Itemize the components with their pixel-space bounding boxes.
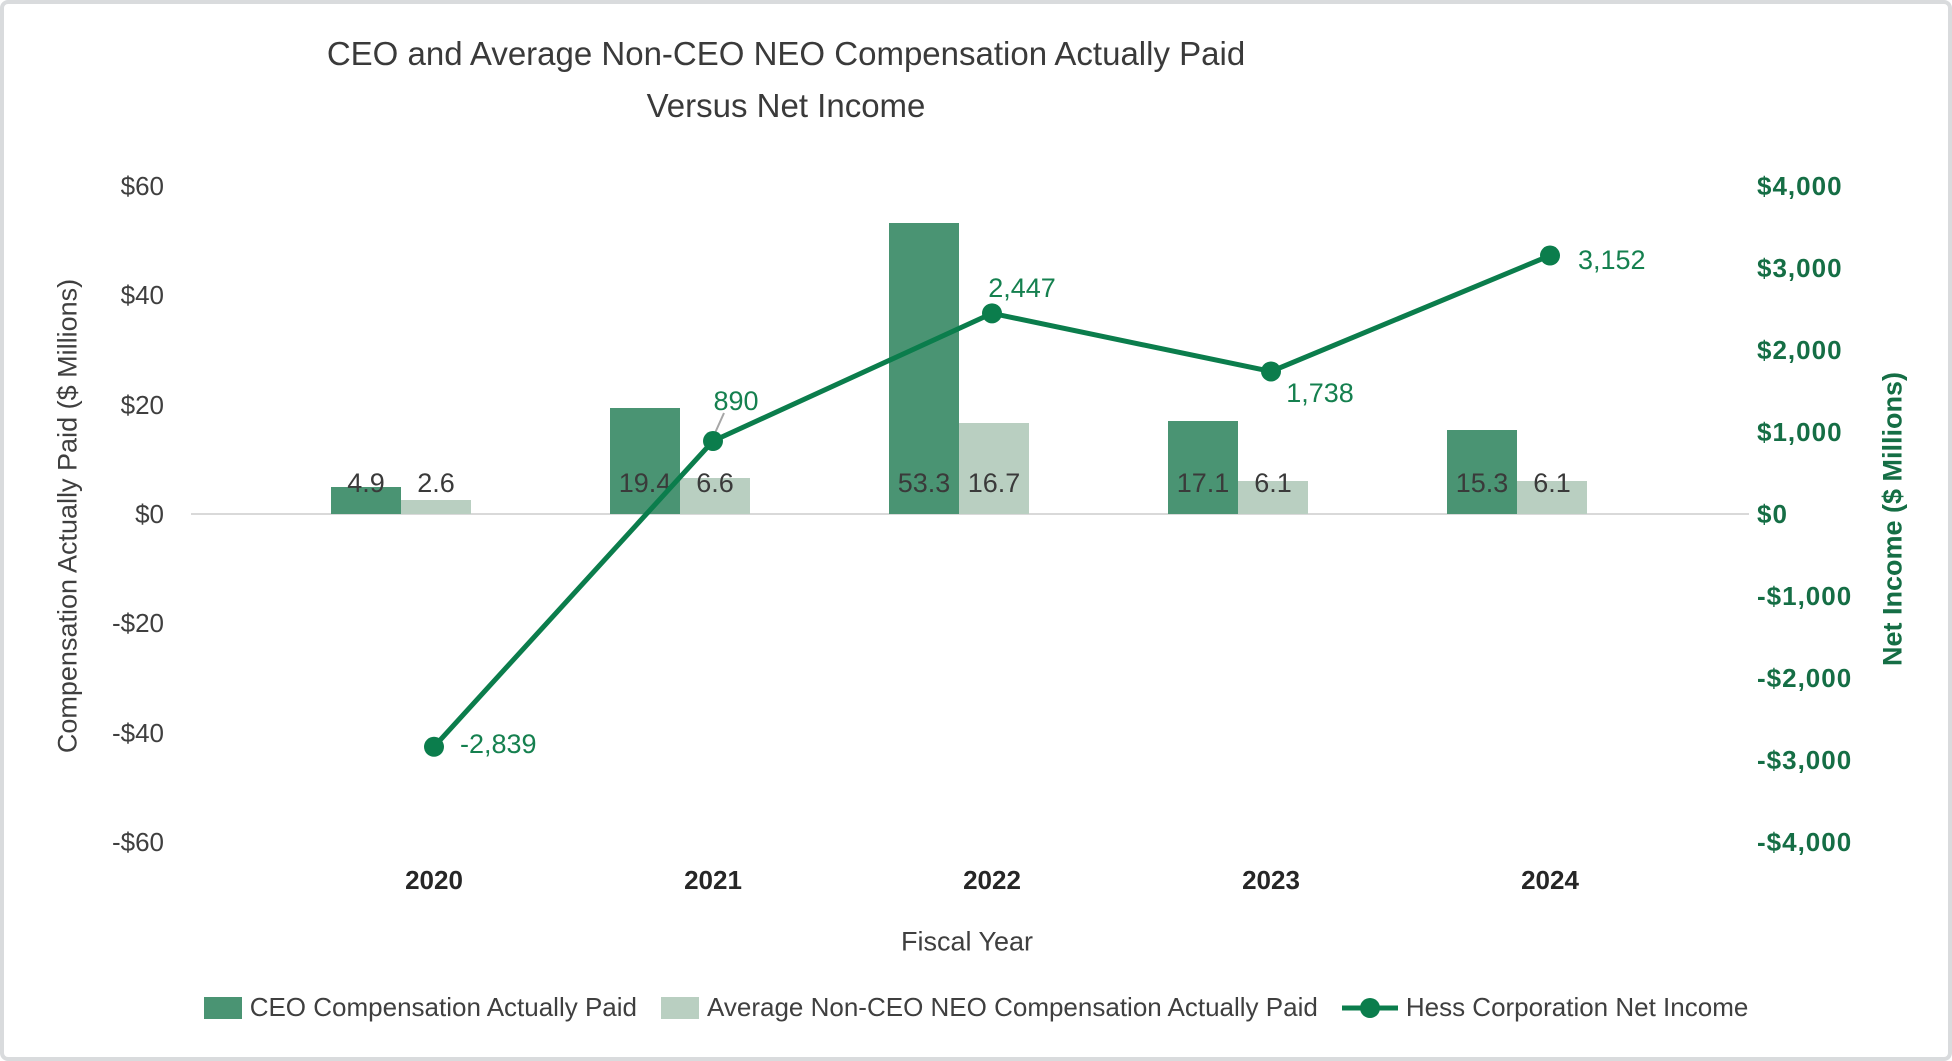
net-income-line-layer: [424, 245, 1560, 757]
chart-title-line2: Versus Net Income: [646, 87, 926, 124]
nonceo-bar: [401, 500, 471, 514]
net-income-value-label: 2,447: [988, 273, 1056, 304]
right-axis-tick-label: $0: [1757, 499, 1788, 529]
line-marker-swatch-icon: [1341, 997, 1398, 1018]
ceo-bar-value-label: 17.1: [1176, 468, 1230, 498]
net-income-value-label: 890: [713, 386, 759, 417]
net-income-value-label: 3,152: [1578, 244, 1646, 275]
nonceo-bar-value-label: 6.1: [1533, 468, 1571, 498]
legend-item-nonceo: Average Non-CEO NEO Compensation Actuall…: [661, 992, 1318, 1023]
legend: CEO Compensation Actually Paid Average N…: [4, 992, 1948, 1023]
right-axis-tick-label: $1,000: [1757, 417, 1843, 447]
legend-item-netincome: Hess Corporation Net Income: [1341, 992, 1749, 1023]
nonceo-bar-swatch-icon: [661, 996, 699, 1019]
right-axis-title: Net Income ($ Millions): [1877, 371, 1908, 667]
nonceo-bar-value-label: 2.6: [417, 468, 455, 498]
x-axis-category-label: 2024: [1521, 865, 1579, 895]
nonceo-bar-value-label: 16.7: [967, 468, 1021, 498]
left-axis-tick-label: $20: [120, 389, 164, 420]
legend-item-ceo: CEO Compensation Actually Paid: [203, 992, 637, 1023]
chart-title: CEO and Average Non-CEO NEO Compensation…: [4, 28, 1568, 132]
ceo-bar-value-label: 15.3: [1455, 468, 1509, 498]
right-axis-tick-label: $2,000: [1757, 335, 1843, 365]
x-axis-category-label: 2023: [1242, 865, 1300, 895]
net-income-marker: [1540, 245, 1560, 266]
nonceo-bar-value-label: 6.6: [696, 468, 734, 498]
ceo-bar: [610, 408, 680, 514]
net-income-marker: [982, 303, 1002, 324]
right-axis-tick-label: -$4,000: [1757, 827, 1853, 857]
legend-label-ceo: CEO Compensation Actually Paid: [249, 992, 637, 1022]
net-income-value-label: -2,839: [460, 728, 537, 759]
nonceo-bar-value-label: 6.1: [1254, 468, 1292, 498]
right-axis-tick-label: -$3,000: [1757, 745, 1853, 775]
left-axis-tick-label: -$20: [111, 608, 164, 639]
x-axis-category-label: 2021: [684, 865, 742, 895]
ceo-bar-value-label: 4.9: [347, 468, 385, 498]
legend-label-nonceo: Average Non-CEO NEO Compensation Actuall…: [707, 992, 1318, 1022]
right-axis-tick-label: -$2,000: [1757, 663, 1853, 693]
right-axis-tick-label: $4,000: [1757, 171, 1843, 201]
net-income-marker: [424, 736, 444, 757]
ceo-bar-value-label: 53.3: [897, 468, 951, 498]
x-axis-category-label: 2022: [963, 865, 1021, 895]
net-income-marker: [1261, 361, 1281, 382]
net-income-value-label: 1,738: [1286, 378, 1354, 409]
chart-title-line1: CEO and Average Non-CEO NEO Compensation…: [326, 35, 1246, 72]
left-axis-tick-label: $0: [135, 499, 164, 529]
x-axis-category-label: 2020: [405, 865, 463, 895]
left-axis-tick-label: $40: [120, 280, 164, 311]
ceo-bar-value-label: 19.4: [618, 468, 672, 498]
x-axis-title: Fiscal Year: [900, 926, 1034, 957]
left-axis-tick-label: -$60: [111, 827, 164, 857]
right-axis-tick-label: -$1,000: [1757, 581, 1853, 611]
legend-label-netincome: Hess Corporation Net Income: [1405, 992, 1749, 1022]
ceo-bar: [331, 487, 401, 514]
right-axis-tick-label: $3,000: [1757, 253, 1843, 283]
left-axis-tick-label: $60: [120, 171, 164, 201]
net-income-marker: [703, 431, 723, 452]
ceo-bar-swatch-icon: [203, 996, 242, 1019]
left-axis-tick-label: -$40: [111, 717, 164, 748]
